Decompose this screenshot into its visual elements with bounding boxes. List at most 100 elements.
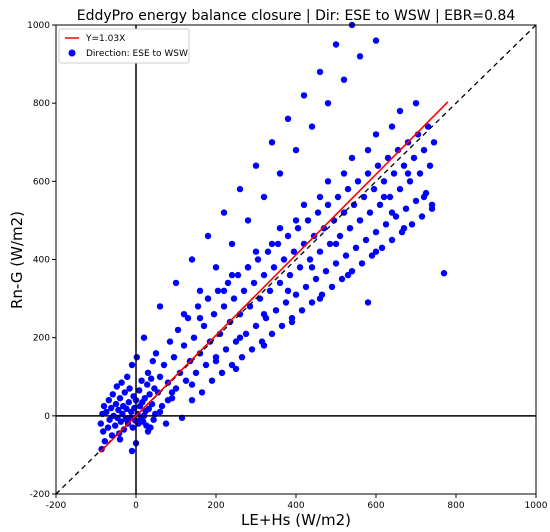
scatter-point — [238, 354, 246, 361]
scatter-point — [316, 68, 324, 76]
scatter-point — [372, 248, 380, 255]
scatter-point — [292, 291, 300, 298]
scatter-point — [198, 389, 206, 396]
legend: Y=1.03X Direction: ESE to WSW — [58, 28, 190, 64]
scatter-point — [280, 256, 288, 263]
scatter-point — [154, 389, 162, 396]
x-tick-label: 600 — [367, 501, 384, 511]
scatter-point — [244, 264, 252, 271]
scatter-point — [192, 369, 200, 376]
scatter-point — [334, 193, 342, 201]
scatter-point — [108, 404, 115, 412]
scatter-point — [103, 408, 110, 416]
x-tick: 1000 — [525, 494, 548, 511]
scatter-point — [426, 162, 434, 169]
scatter-point — [268, 330, 276, 337]
y-axis-label: Rn-G (W/m2) — [8, 211, 26, 309]
scatter-point — [350, 201, 358, 208]
scatter-point — [388, 123, 396, 130]
scatter-point — [332, 260, 340, 267]
scatter-point — [156, 408, 164, 416]
x-tick: 800 — [447, 494, 465, 511]
scatter-point — [116, 436, 124, 443]
scatter-point — [364, 299, 372, 306]
scatter-point — [194, 303, 202, 310]
scatter-point — [420, 146, 428, 154]
scatter-point — [374, 162, 382, 169]
scatter-point — [222, 346, 230, 353]
x-tick: 0 — [133, 494, 139, 511]
scatter-point — [230, 295, 238, 302]
y-tick-label: 1000 — [27, 21, 50, 31]
scatter-point — [156, 303, 164, 310]
scatter-point — [408, 221, 416, 228]
scatter-point — [260, 311, 268, 318]
scatter-point — [394, 146, 402, 154]
scatter-point — [290, 248, 298, 255]
scatter-point — [364, 146, 372, 154]
scatter-point — [428, 201, 436, 208]
chart-title: EddyPro energy balance closure | Dir: ES… — [77, 8, 516, 24]
scatter-point — [204, 295, 212, 302]
scatter-point — [266, 287, 274, 294]
scatter-point — [324, 100, 332, 107]
scatter-point — [145, 405, 152, 412]
scatter-point — [109, 391, 117, 398]
scatter-point — [320, 225, 328, 232]
scatter-point — [232, 365, 240, 373]
legend-fit-label: Y=1.03X — [85, 34, 125, 44]
scatter-point — [336, 232, 344, 240]
scatter-point — [112, 422, 119, 429]
scatter-point — [260, 271, 268, 279]
scatter-point — [316, 248, 324, 255]
scatter-point — [133, 354, 140, 361]
scatter-point — [298, 307, 306, 314]
scatter-point — [308, 264, 316, 271]
scatter-point — [118, 379, 125, 386]
x-tick-label: -200 — [46, 501, 67, 511]
scatter-point — [300, 201, 308, 208]
scatter-point — [141, 395, 148, 402]
scatter-point — [324, 201, 332, 208]
scatter-point — [380, 193, 388, 201]
scatter-point — [228, 271, 236, 279]
x-tick: 200 — [207, 494, 225, 511]
scatter-point — [210, 311, 218, 318]
scatter-point — [264, 248, 272, 255]
scatter-point — [158, 402, 166, 410]
scatter-point — [166, 338, 174, 345]
scatter-point — [354, 178, 362, 185]
scatter-point — [220, 209, 228, 216]
scatter-point — [372, 37, 380, 44]
scatter-point — [202, 361, 210, 369]
scatter-point — [128, 447, 136, 455]
scatter-point — [218, 369, 226, 376]
scatter-point — [286, 271, 294, 279]
scatter-point — [115, 406, 122, 414]
scatter-point — [304, 217, 312, 224]
scatter-point — [152, 350, 160, 357]
scatter-point — [196, 287, 204, 294]
scatter-point — [214, 287, 222, 294]
x-tick-label: 400 — [287, 501, 304, 511]
y-axis-ticks: -200 0 200 400 600 800 1000 — [27, 21, 56, 500]
scatter-point — [220, 303, 228, 310]
scatter-point — [372, 228, 380, 236]
y-tick: 200 — [33, 334, 56, 344]
scatter-point — [242, 330, 250, 337]
y-tick: -200 — [30, 490, 56, 500]
scatter-point — [150, 416, 157, 423]
scatter-point — [182, 377, 190, 384]
scatter-point — [250, 279, 258, 287]
scatter-point — [332, 240, 340, 248]
scatter-point — [420, 193, 428, 201]
scatter-point — [416, 170, 424, 177]
scatter-point — [382, 221, 390, 228]
legend-box — [58, 28, 190, 64]
scatter-point — [136, 387, 143, 394]
scatter-point — [144, 381, 151, 388]
scatter-point — [400, 162, 408, 169]
scatter-point — [260, 193, 268, 201]
scatter-point — [400, 225, 408, 232]
